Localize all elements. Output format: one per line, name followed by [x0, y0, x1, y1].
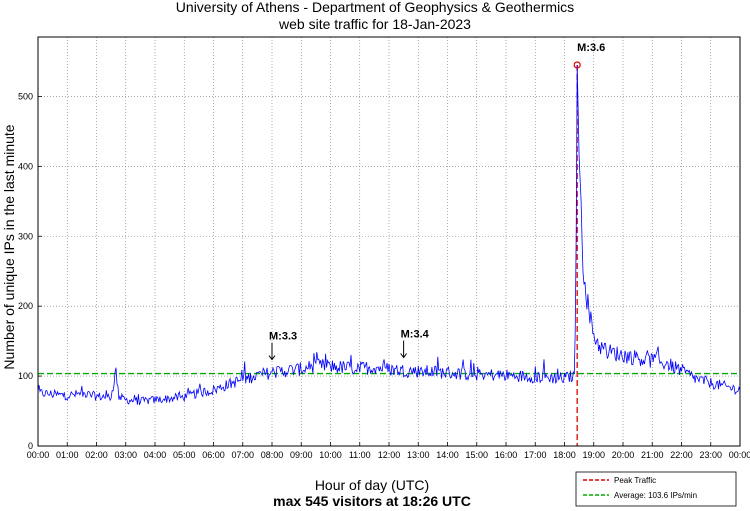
x-tick-label: 03:00: [114, 450, 137, 460]
max-visitors-caption: max 545 visitors at 18:26 UTC: [273, 493, 471, 509]
x-tick-label: 23:00: [699, 450, 722, 460]
x-tick-label: 04:00: [144, 450, 167, 460]
legend-label-peak: Peak Traffic: [614, 476, 656, 485]
x-tick-label: 10:00: [319, 450, 342, 460]
annotation-label: M:3.4: [401, 328, 430, 340]
y-tick-label: 400: [18, 161, 33, 171]
x-tick-labels: 00:00 01:00 02:00 03:00 04:00 05:00 06:00 07:00…: [27, 450, 750, 460]
x-tick-label: 02:00: [85, 450, 108, 460]
peak-marker: [573, 61, 581, 69]
plot-frame: [37, 36, 741, 447]
x-tick-label: 22:00: [670, 450, 693, 460]
x-tick-label: 14:00: [436, 450, 459, 460]
x-tick-label: 16:00: [495, 450, 518, 460]
legend: Peak Traffic Average: 103.6 IPs/min: [575, 471, 737, 507]
x-tick-label: 13:00: [407, 450, 430, 460]
grid-lines: [37, 37, 741, 447]
annotation-label: M:3.6: [577, 42, 605, 54]
x-tick-label: 05:00: [173, 450, 196, 460]
x-tick-label: 12:00: [378, 450, 401, 460]
y-tick-label: 100: [18, 371, 33, 381]
annotation-marks: M:3.3 M:3.4 M:3.6: [268, 42, 605, 361]
annotation-arrow-head: [268, 355, 276, 361]
y-tick-label: 0: [28, 441, 33, 451]
x-tick-label: 00:00: [729, 450, 750, 460]
y-tick-label: 200: [18, 301, 33, 311]
x-tick-label: 17:00: [524, 450, 547, 460]
x-tick-label: 21:00: [641, 450, 664, 460]
x-tick-label: 11:00: [349, 450, 371, 460]
traffic-line: [37, 64, 741, 406]
x-tick-label: 01:00: [56, 450, 79, 460]
annotation-label: M:3.3: [269, 331, 297, 343]
y-tick-label: 300: [18, 231, 33, 241]
x-tick-label: 18:00: [553, 450, 576, 460]
chart-title-line-2: web site traffic for 18-Jan-2023: [278, 16, 471, 32]
traffic-series: [37, 64, 741, 406]
x-tick-label: 07:00: [231, 450, 254, 460]
x-tick-label: 00:00: [27, 450, 50, 460]
x-tick-label: 19:00: [582, 450, 605, 460]
x-tick-label: 08:00: [261, 450, 284, 460]
x-axis-label: Hour of day (UTC): [315, 477, 429, 493]
y-tick-label: 500: [18, 91, 33, 101]
y-tick-labels: 0 100 200 300 400 500: [18, 91, 33, 451]
annotation-arrow-head: [400, 353, 408, 359]
y-axis-label: Number of unique IPs in the last minute: [1, 124, 17, 369]
x-tick-label: 20:00: [612, 450, 635, 460]
legend-box: [575, 471, 737, 507]
x-tick-label: 06:00: [202, 450, 225, 460]
x-tick-label: 09:00: [290, 450, 313, 460]
chart-title-line-1: University of Athens - Department of Geo…: [176, 0, 574, 15]
x-tick-label: 15:00: [465, 450, 488, 460]
legend-label-average: Average: 103.6 IPs/min: [614, 491, 697, 500]
